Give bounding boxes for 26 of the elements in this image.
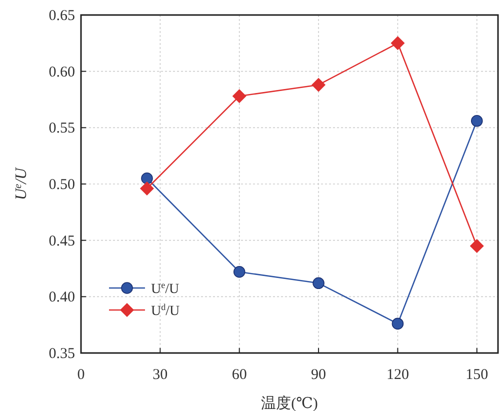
point	[140, 182, 154, 196]
point	[232, 89, 246, 104]
point	[312, 78, 326, 92]
x-tick-label: 30	[152, 367, 168, 383]
x-tick-label: 60	[232, 367, 247, 383]
point	[390, 36, 405, 50]
legend-label: U$^{e}$/U	[151, 280, 180, 297]
x-tick-label: 0	[77, 367, 85, 383]
point	[312, 277, 324, 290]
x-axis-title: 温度(℃)	[261, 395, 318, 411]
point	[392, 318, 404, 330]
y-tick-label: 0.60	[48, 64, 75, 80]
point	[470, 238, 484, 253]
x-tick-label: 120	[386, 367, 409, 383]
point	[233, 266, 246, 278]
y-tick-label: 0.65	[48, 8, 75, 24]
legend-label: U$^{d}$/U	[151, 302, 180, 319]
y-tick-label: 0.50	[48, 177, 75, 193]
x-tick-label: 150	[466, 367, 488, 383]
y-tick-label: 0.40	[48, 290, 75, 306]
x-tick-label: 90	[311, 367, 326, 383]
point	[470, 115, 483, 127]
point	[141, 172, 153, 184]
y-tick-label: 0.35	[48, 346, 75, 362]
y-tick-label: 0.55	[48, 120, 75, 137]
y-tick-label: 0.45	[48, 233, 75, 250]
